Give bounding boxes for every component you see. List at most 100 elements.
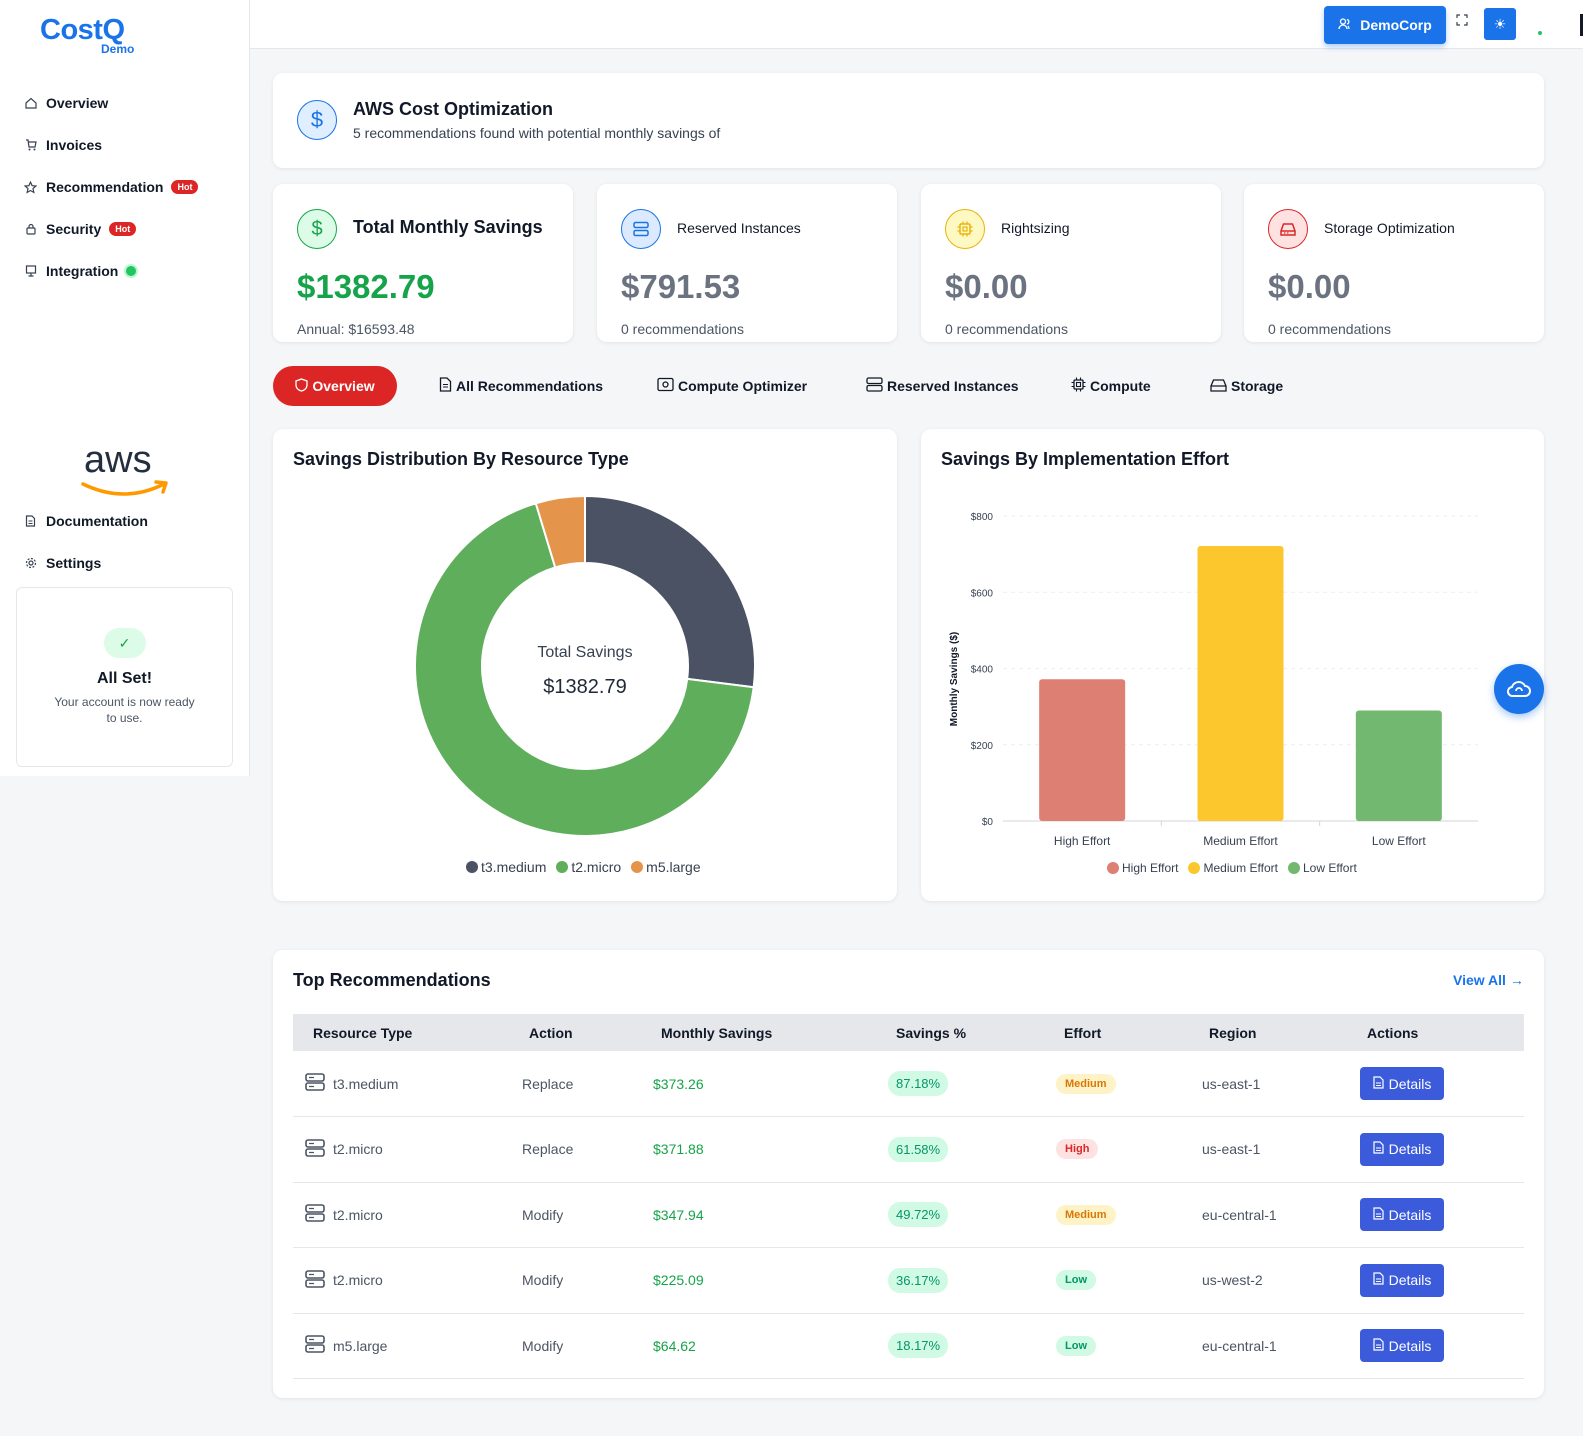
tab-label: Overview xyxy=(312,378,375,394)
app-logo[interactable]: CostQ Demo xyxy=(40,14,140,58)
legend-item[interactable]: Medium Effort xyxy=(1188,861,1278,875)
lock-icon xyxy=(24,223,37,236)
effort-cell: Low xyxy=(1056,1248,1096,1313)
sidebar-item-invoices[interactable]: Invoices xyxy=(24,134,234,156)
effort-badge: Medium xyxy=(1056,1204,1116,1225)
resource-cell: t2.micro xyxy=(305,1117,383,1182)
hot-badge: Hot xyxy=(171,180,199,194)
table-row: t3.medium Replace $373.26 87.18% Medium us-ea… xyxy=(293,1051,1524,1117)
theme-toggle-button[interactable]: ☀ xyxy=(1484,8,1516,40)
server-icon xyxy=(866,377,883,395)
details-button[interactable]: Details xyxy=(1360,1067,1444,1100)
column-header[interactable]: Effort xyxy=(1064,1024,1102,1041)
dollar-icon: $ xyxy=(297,100,337,140)
column-header[interactable]: Savings % xyxy=(896,1024,967,1041)
region-cell: us-west-2 xyxy=(1202,1272,1263,1288)
top-bar: DemoCorp ☀ xyxy=(250,0,1583,49)
optimizer-icon xyxy=(657,377,674,395)
tab-compute-optimizer[interactable]: Compute Optimizer xyxy=(657,366,807,406)
resource-cell: t2.micro xyxy=(305,1248,383,1313)
details-button[interactable]: Details xyxy=(1360,1198,1444,1231)
sidebar-item-label: Integration xyxy=(46,263,119,279)
column-header[interactable]: Actions xyxy=(1367,1024,1419,1041)
donut-center-value: $1382.79 xyxy=(543,676,626,698)
storage-icon xyxy=(1210,378,1227,395)
action-cell: Modify xyxy=(522,1206,564,1223)
tab-reserved-instances[interactable]: Reserved Instances xyxy=(866,366,1019,406)
legend-swatch xyxy=(1287,862,1300,874)
pie-slice-t3.medium[interactable] xyxy=(584,494,756,689)
stat-subtext: Annual: $16593.48 xyxy=(297,321,415,337)
bar-high-effort[interactable] xyxy=(1039,679,1126,821)
savings-pct-badge: 49.72% xyxy=(888,1202,949,1227)
cloud-icon xyxy=(1506,681,1531,697)
bar-chart: $0 $200 $400 $600 $800 High Effort Medium Effo… xyxy=(949,512,1478,848)
legend-item[interactable]: High Effort xyxy=(1107,861,1178,875)
check-icon: ✓ xyxy=(103,628,146,658)
sidebar-item-overview[interactable]: Overview xyxy=(24,92,234,114)
details-label: Details xyxy=(1388,1075,1432,1092)
savings-pct-cell: 61.58% xyxy=(888,1117,949,1182)
column-header[interactable]: Region xyxy=(1209,1024,1257,1041)
legend-label: Medium Effort xyxy=(1203,861,1278,875)
stat-value: $0.00 xyxy=(1268,268,1351,305)
legend-item[interactable]: m5.large xyxy=(631,859,701,875)
cloud-sync-button[interactable] xyxy=(1494,664,1544,714)
monitor-icon xyxy=(24,265,37,278)
monthly-savings-cell: $371.88 xyxy=(653,1141,704,1157)
effort-cell: Low xyxy=(1056,1313,1096,1378)
tab-all-recommendations[interactable]: All Recommendations xyxy=(439,366,603,406)
details-button[interactable]: Details xyxy=(1360,1329,1444,1362)
legend-item[interactable]: Low Effort xyxy=(1287,861,1357,875)
page-subtitle: 5 recommendations found with potential m… xyxy=(353,125,721,141)
sidebar-item-recommendation[interactable]: Recommendation Hot xyxy=(24,176,234,198)
legend-swatch xyxy=(1188,862,1201,874)
column-header[interactable]: Action xyxy=(529,1024,573,1041)
legend-label: High Effort xyxy=(1122,861,1179,875)
logo-subtext: Demo xyxy=(101,42,135,56)
legend-item[interactable]: t3.medium xyxy=(466,859,546,875)
bar-medium-effort[interactable] xyxy=(1197,546,1284,821)
server-icon xyxy=(621,209,661,249)
legend-label: Low Effort xyxy=(1302,861,1357,875)
bar-low-effort[interactable] xyxy=(1355,710,1442,821)
pie-slice-t2.micro[interactable] xyxy=(414,502,755,837)
legend-swatch xyxy=(631,861,644,873)
effort-cell: High xyxy=(1056,1117,1099,1182)
column-header[interactable]: Resource Type xyxy=(313,1024,413,1041)
view-all-link[interactable]: View All → xyxy=(1453,972,1524,988)
region-cell: us-east-1 xyxy=(1202,1141,1261,1157)
details-label: Details xyxy=(1388,1206,1432,1223)
effort-badge: Low xyxy=(1056,1270,1096,1290)
details-button[interactable]: Details xyxy=(1360,1132,1444,1166)
tab-storage[interactable]: Storage xyxy=(1210,366,1283,406)
stat-card-rightsizing: Rightsizing $0.00 0 recommendations xyxy=(921,184,1221,342)
savings-pct-badge: 36.17% xyxy=(888,1267,949,1293)
fullscreen-icon xyxy=(1456,14,1468,26)
sidebar-item-security[interactable]: Security Hot xyxy=(24,218,234,240)
account-button[interactable]: DemoCorp xyxy=(1324,6,1446,44)
arrow-right-icon: → xyxy=(1509,972,1524,988)
sidebar-item-documentation[interactable]: Documentation xyxy=(24,510,234,532)
action-cell: Modify xyxy=(522,1272,564,1288)
cpu-icon xyxy=(1071,377,1086,395)
tab-overview[interactable]: Overview xyxy=(273,366,397,406)
monthly-savings-cell: $225.09 xyxy=(653,1272,704,1288)
fullscreen-button[interactable] xyxy=(1456,14,1472,36)
sidebar-item-settings[interactable]: Settings xyxy=(24,552,234,574)
pie-slice-m5.large[interactable] xyxy=(534,494,586,569)
gear-icon xyxy=(24,557,37,570)
server-icon xyxy=(305,1138,325,1161)
savings-pct-badge: 61.58% xyxy=(888,1136,949,1162)
effort-badge: Medium xyxy=(1056,1073,1116,1094)
action-cell: Modify xyxy=(522,1337,564,1354)
savings-distribution-card: Savings Distribution By Resource Type To… xyxy=(273,429,897,901)
document-icon xyxy=(1372,1075,1384,1092)
column-header[interactable]: Monthly Savings xyxy=(661,1024,773,1041)
details-button[interactable]: Details xyxy=(1360,1263,1444,1297)
sidebar-item-integration[interactable]: Integration xyxy=(24,260,234,282)
legend-item[interactable]: t2.micro xyxy=(556,859,621,875)
tab-compute[interactable]: Compute xyxy=(1071,366,1151,406)
account-name: DemoCorp xyxy=(1360,17,1432,33)
action-cell: Replace xyxy=(522,1141,574,1157)
